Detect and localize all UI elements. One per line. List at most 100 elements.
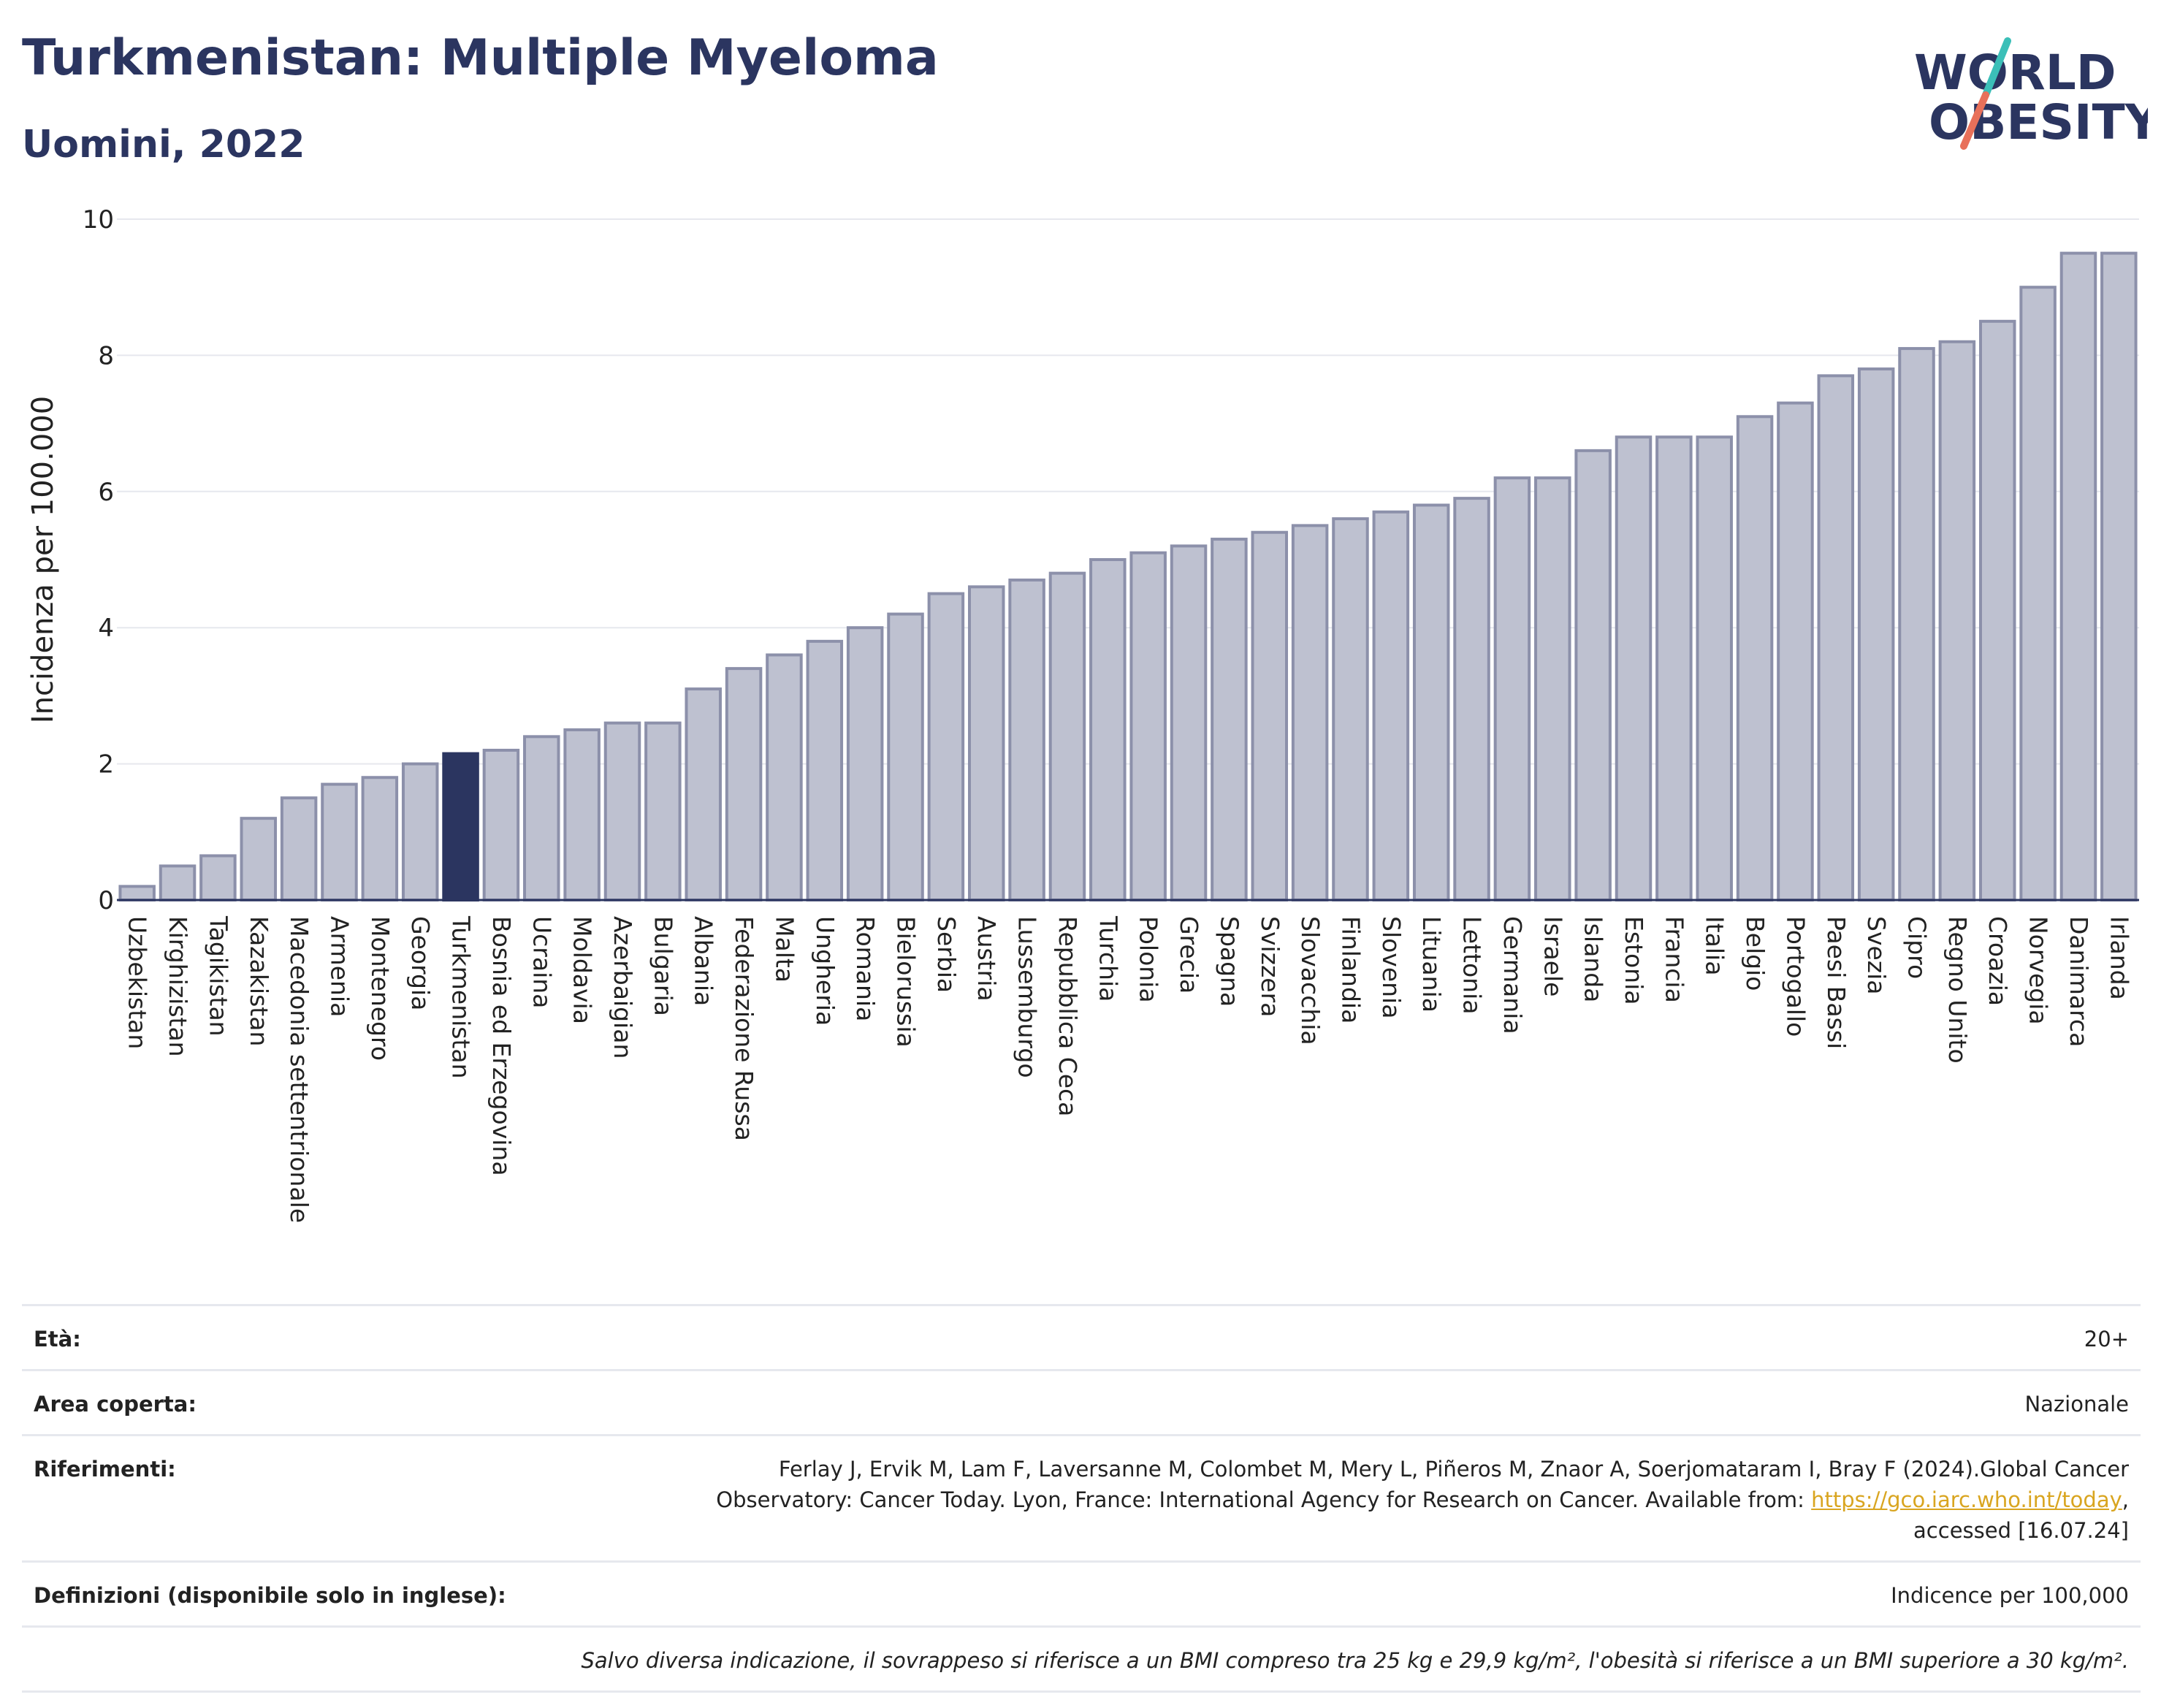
x-tick-label: Turkmenistan bbox=[447, 915, 476, 1079]
x-tick-label: Ungheria bbox=[811, 916, 839, 1026]
x-tick-label: Repubblica Ceca bbox=[1053, 916, 1082, 1116]
x-tick-label: Montenegro bbox=[366, 916, 395, 1061]
bar bbox=[1251, 530, 1289, 901]
x-tick-label: Norvegia bbox=[2024, 916, 2053, 1025]
bar bbox=[1898, 347, 1935, 901]
x-tick-label: Regno Unito bbox=[1943, 916, 1972, 1064]
x-tick-label: Slovenia bbox=[1377, 916, 1406, 1018]
bar bbox=[725, 667, 763, 901]
y-tick-label: 2 bbox=[98, 750, 114, 779]
definitions-label: Definizioni (disponibile solo in inglese… bbox=[22, 1560, 557, 1627]
logo-text-world: WORLD bbox=[1914, 45, 2116, 101]
x-tick-label: Lituania bbox=[1417, 916, 1446, 1013]
x-tick-label: Irlanda bbox=[2105, 916, 2133, 1000]
bar bbox=[1696, 435, 1733, 901]
x-tick-label: Malta bbox=[770, 916, 799, 983]
bar bbox=[1372, 510, 1410, 901]
x-tick-label: Moldavia bbox=[568, 916, 597, 1024]
x-tick-label: Spagna bbox=[1215, 916, 1243, 1007]
bar bbox=[1048, 571, 1086, 901]
area-label: Area coperta: bbox=[22, 1369, 557, 1436]
x-tick-label: Croazia bbox=[1983, 916, 2012, 1006]
bmi-note: Salvo diversa indicazione, il sovrappeso… bbox=[22, 1625, 2141, 1693]
age-value: 20+ bbox=[557, 1304, 2141, 1370]
x-tick-label: Uzbekistan bbox=[123, 916, 152, 1049]
bar bbox=[1493, 476, 1531, 901]
bar bbox=[1615, 435, 1653, 901]
y-tick-label: 8 bbox=[98, 341, 114, 370]
bar bbox=[766, 653, 803, 901]
references-link[interactable]: https://gco.iarc.who.int/today bbox=[1811, 1487, 2122, 1512]
x-tick-label: Bosnia ed Erzegovina bbox=[487, 916, 516, 1176]
x-tick-label: Serbia bbox=[932, 916, 961, 993]
references-text-3: , bbox=[2122, 1487, 2129, 1512]
x-tick-label: Romania bbox=[851, 916, 880, 1021]
bar bbox=[1817, 374, 1855, 901]
y-tick-label: 6 bbox=[98, 478, 114, 507]
bar bbox=[1938, 340, 1976, 901]
bar bbox=[1453, 497, 1490, 901]
x-tick-label: Estonia bbox=[1620, 916, 1648, 1004]
bar bbox=[1736, 415, 1774, 901]
bar bbox=[1777, 401, 1814, 901]
bar bbox=[1291, 524, 1329, 901]
bar bbox=[1857, 367, 1895, 902]
x-tick-label: Ucraina bbox=[527, 916, 556, 1008]
x-tick-label: Francia bbox=[1660, 916, 1688, 1003]
bar bbox=[523, 735, 560, 901]
x-tick-label: Italia bbox=[1701, 916, 1729, 975]
bar bbox=[1655, 435, 1693, 901]
x-tick-label: Svezia bbox=[1862, 916, 1891, 995]
x-tick-label: Kazakistan bbox=[245, 916, 273, 1046]
bar bbox=[1170, 544, 1208, 901]
references-text-1: Ferlay J, Ervik M, Lam F, Laversanne M, … bbox=[778, 1457, 2129, 1482]
bar bbox=[563, 728, 601, 901]
x-tick-label: Svizzera bbox=[1256, 916, 1284, 1017]
bar bbox=[280, 796, 318, 901]
x-tick-label: Finlandia bbox=[1336, 916, 1365, 1023]
page-subtitle: Uomini, 2022 bbox=[22, 123, 305, 167]
y-tick-label: 4 bbox=[98, 614, 114, 643]
bar bbox=[2059, 251, 2097, 902]
logo-slash-red bbox=[1960, 91, 1989, 150]
bar bbox=[240, 817, 278, 902]
world-obesity-logo: WORLD OBESITY bbox=[1914, 37, 2148, 150]
x-tick-label: Belgio bbox=[1741, 916, 1769, 991]
x-tick-label: Danimarca bbox=[2065, 916, 2093, 1047]
age-label: Età: bbox=[22, 1304, 557, 1370]
x-tick-label: Islanda bbox=[1579, 916, 1608, 1002]
x-tick-label: Turchia bbox=[1094, 915, 1122, 1002]
bar bbox=[1332, 517, 1369, 901]
bar bbox=[1211, 538, 1248, 901]
bar bbox=[442, 752, 479, 901]
x-tick-label: Germania bbox=[1498, 916, 1527, 1034]
bar bbox=[199, 854, 237, 902]
x-tick-label: Paesi Bassi bbox=[1822, 916, 1851, 1049]
x-tick-label: Azerbaigian bbox=[609, 916, 637, 1059]
x-tick-label: Macedonia settentrionale bbox=[285, 916, 313, 1223]
x-tick-label: Cipro bbox=[1903, 916, 1932, 979]
bar bbox=[1534, 476, 1571, 901]
references-value: Ferlay J, Ervik M, Lam F, Laversanne M, … bbox=[557, 1434, 2141, 1562]
x-tick-label: Lussemburgo bbox=[1013, 916, 1042, 1078]
bar bbox=[685, 687, 722, 902]
bar bbox=[159, 864, 197, 902]
x-tick-label: Bulgaria bbox=[649, 916, 677, 1016]
info-row-note: Salvo diversa indicazione, il sovrappeso… bbox=[22, 1625, 2141, 1693]
x-tick-label: Lettonia bbox=[1458, 916, 1487, 1014]
info-row-area: Area coperta: Nazionale bbox=[22, 1369, 2141, 1436]
x-tick-label: Federazione Russa bbox=[730, 916, 758, 1141]
bar bbox=[2100, 251, 2138, 902]
x-tick-label: Kirghizistan bbox=[164, 916, 192, 1057]
x-tick-label: Portogallo bbox=[1781, 916, 1810, 1037]
x-tick-label: Austria bbox=[972, 916, 1001, 1002]
bar bbox=[1129, 551, 1167, 901]
bar bbox=[2019, 286, 2057, 901]
y-tick-label: 0 bbox=[98, 886, 114, 915]
references-label: Riferimenti: bbox=[22, 1434, 557, 1562]
bar bbox=[1008, 578, 1045, 902]
bar bbox=[644, 721, 682, 901]
bar bbox=[967, 585, 1005, 902]
x-tick-label: Grecia bbox=[1175, 916, 1203, 994]
references-text-2: Observatory: Cancer Today. Lyon, France:… bbox=[716, 1487, 1804, 1512]
